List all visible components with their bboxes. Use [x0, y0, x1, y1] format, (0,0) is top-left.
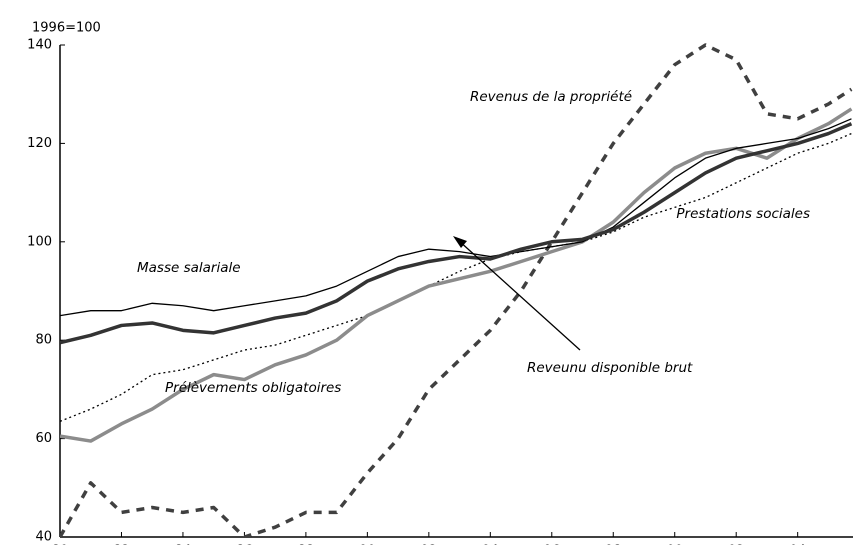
x-tick-label: 80 [52, 544, 69, 545]
x-tick-label: 04 [789, 544, 806, 545]
x-tick-label: 00 [666, 544, 683, 545]
arrow [457, 239, 581, 351]
y-tick-label: 140 [27, 38, 52, 53]
y-tick-label: 120 [27, 136, 52, 151]
series-label: Prélèvements obligatoires [165, 380, 341, 396]
x-tick-label: 94 [482, 544, 499, 545]
x-tick-label: 88 [298, 544, 315, 545]
x-tick-label: 90 [359, 544, 376, 545]
series-label: Masse salariale [137, 260, 241, 276]
series-line [60, 122, 853, 345]
x-tick-label: 84 [175, 544, 192, 545]
y-tick-label: 80 [35, 333, 52, 348]
x-tick-label: 96 [544, 544, 561, 545]
arrow-head [453, 236, 467, 248]
x-tick-label: 92 [421, 544, 438, 545]
x-tick-label: 86 [236, 544, 253, 545]
series-label: Revenus de la propriété [470, 89, 632, 105]
x-tick-label: 82 [113, 544, 130, 545]
series-line [60, 118, 852, 317]
x-tick-label: 98 [605, 544, 622, 545]
y-tick-label: 100 [27, 234, 52, 249]
series-line [60, 132, 852, 422]
y-tick-label: 60 [35, 431, 52, 446]
series-line [60, 43, 853, 537]
x-tick-label: 02 [728, 544, 745, 545]
series-label: Reveunu disponible brut [527, 360, 693, 376]
y-tick-label: 40 [35, 530, 52, 545]
series-line [60, 107, 853, 443]
y-axis-label: 1996=100 [32, 21, 101, 36]
series-label: Prestations sociales [676, 206, 810, 222]
